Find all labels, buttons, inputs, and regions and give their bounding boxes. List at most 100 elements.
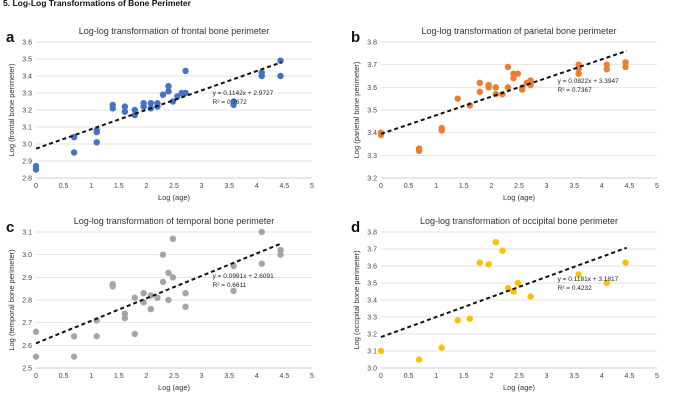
x-tick-label: 3.5 — [224, 183, 234, 190]
data-point — [575, 70, 582, 77]
r-squared: R² = 0.6611 — [213, 282, 247, 289]
data-point — [415, 147, 423, 154]
x-tick-label: 0.5 — [59, 373, 69, 380]
data-point — [258, 228, 265, 236]
trendline — [380, 50, 627, 135]
data-point — [415, 356, 423, 363]
data-point — [165, 83, 172, 90]
data-point — [154, 100, 161, 107]
y-tick-label: 3.2 — [367, 176, 377, 183]
data-point — [622, 259, 629, 266]
panel-label: c — [6, 219, 14, 236]
x-tick-label: 4 — [255, 183, 259, 190]
x-tick-label: 1 — [89, 373, 93, 380]
x-tick-label: 2.5 — [169, 183, 179, 190]
data-point — [492, 239, 500, 246]
x-tick-label: 4 — [600, 183, 604, 190]
data-point — [121, 310, 129, 317]
y-tick-label: 3.0 — [367, 366, 377, 373]
figure-heading: 5. Log-Log Transformations of Bone Perim… — [3, 0, 191, 8]
y-tick-label: 2.9 — [22, 275, 32, 282]
data-point — [504, 284, 512, 292]
y-tick-label: 3.7 — [367, 62, 377, 69]
x-tick-label: 0 — [379, 373, 383, 380]
x-tick-label: 4.5 — [280, 183, 290, 190]
chart-title: Log-log transformation of frontal bone p… — [79, 26, 270, 36]
data-point — [159, 251, 167, 258]
y-tick-label: 2.6 — [22, 343, 32, 350]
data-point — [258, 260, 265, 267]
data-point — [32, 166, 40, 173]
y-tick-label: 3.6 — [367, 85, 377, 92]
panel-label: a — [6, 29, 15, 46]
x-tick-label: 3.5 — [569, 373, 579, 380]
data-point — [603, 66, 610, 73]
data-point — [93, 139, 100, 146]
x-axis-label: Log (age) — [158, 383, 191, 392]
y-tick-label: 3.0 — [22, 252, 32, 259]
chart-svg-occipital: d Log-log transformation of occipital bon… — [351, 216, 659, 392]
panel-label: b — [351, 29, 360, 46]
data-point — [70, 149, 78, 156]
y-tick-label: 3.2 — [22, 108, 32, 115]
trend-equation: y = 0.1142x + 2.9727 — [213, 90, 274, 97]
y-tick-label: 3.4 — [367, 298, 377, 305]
data-point — [514, 70, 522, 77]
data-point — [32, 353, 40, 360]
x-tick-label: 4.5 — [280, 373, 290, 380]
y-tick-label: 2.5 — [22, 366, 32, 373]
chart-svg-parietal: b Log-log transformation of parietal bone… — [351, 26, 659, 202]
data-point — [514, 279, 522, 287]
y-tick-label: 3.1 — [367, 349, 377, 356]
data-point — [603, 279, 610, 287]
y-tick-label: 3.5 — [22, 57, 32, 64]
x-tick-label: 2.5 — [514, 373, 524, 380]
data-point — [476, 79, 484, 86]
y-tick-label: 3.3 — [367, 153, 377, 160]
chart-panel-frontal: a Log-log transformation of frontal bone … — [0, 22, 340, 207]
x-tick-label: 1.5 — [114, 373, 124, 380]
data-point — [140, 100, 147, 107]
data-point — [174, 93, 181, 100]
x-tick-label: 3 — [545, 183, 549, 190]
x-tick-label: 0.5 — [59, 183, 69, 190]
data-point — [504, 63, 512, 71]
y-tick-label: 3.5 — [367, 108, 377, 115]
data-point — [492, 84, 500, 91]
data-point — [32, 328, 40, 335]
y-tick-label: 3.3 — [22, 91, 32, 98]
data-point — [504, 84, 512, 91]
x-tick-label: 3.5 — [569, 183, 579, 190]
data-point — [277, 72, 284, 80]
data-point — [622, 59, 629, 66]
data-point — [70, 353, 78, 360]
data-point — [182, 290, 189, 297]
x-tick-label: 1 — [434, 183, 438, 190]
trendline — [380, 246, 627, 339]
y-tick-label: 3.1 — [22, 125, 32, 132]
data-point — [575, 271, 582, 278]
data-point — [230, 101, 237, 109]
data-point — [121, 103, 129, 110]
data-point — [93, 127, 100, 134]
x-tick-label: 2 — [144, 183, 148, 190]
data-point — [159, 278, 167, 286]
data-point — [230, 287, 237, 295]
y-tick-label: 2.8 — [22, 176, 32, 183]
y-tick-label: 2.8 — [22, 298, 32, 305]
x-tick-label: 2 — [144, 373, 148, 380]
chart-panel-occipital: d Log-log transformation of occipital bon… — [345, 212, 685, 397]
y-tick-label: 3.2 — [367, 332, 377, 339]
x-tick-label: 1 — [89, 183, 93, 190]
y-tick-label: 3.6 — [367, 264, 377, 271]
data-point — [147, 100, 155, 107]
data-point — [121, 314, 129, 322]
r-squared: R² = 0.7672 — [213, 99, 248, 106]
trendline — [35, 61, 282, 150]
data-point — [485, 81, 492, 89]
data-point — [277, 246, 284, 254]
x-tick-label: 5 — [310, 183, 314, 190]
r-squared: R² = 0.4232 — [558, 285, 593, 292]
data-point — [182, 89, 189, 97]
x-axis-label: Log (age) — [503, 383, 536, 392]
